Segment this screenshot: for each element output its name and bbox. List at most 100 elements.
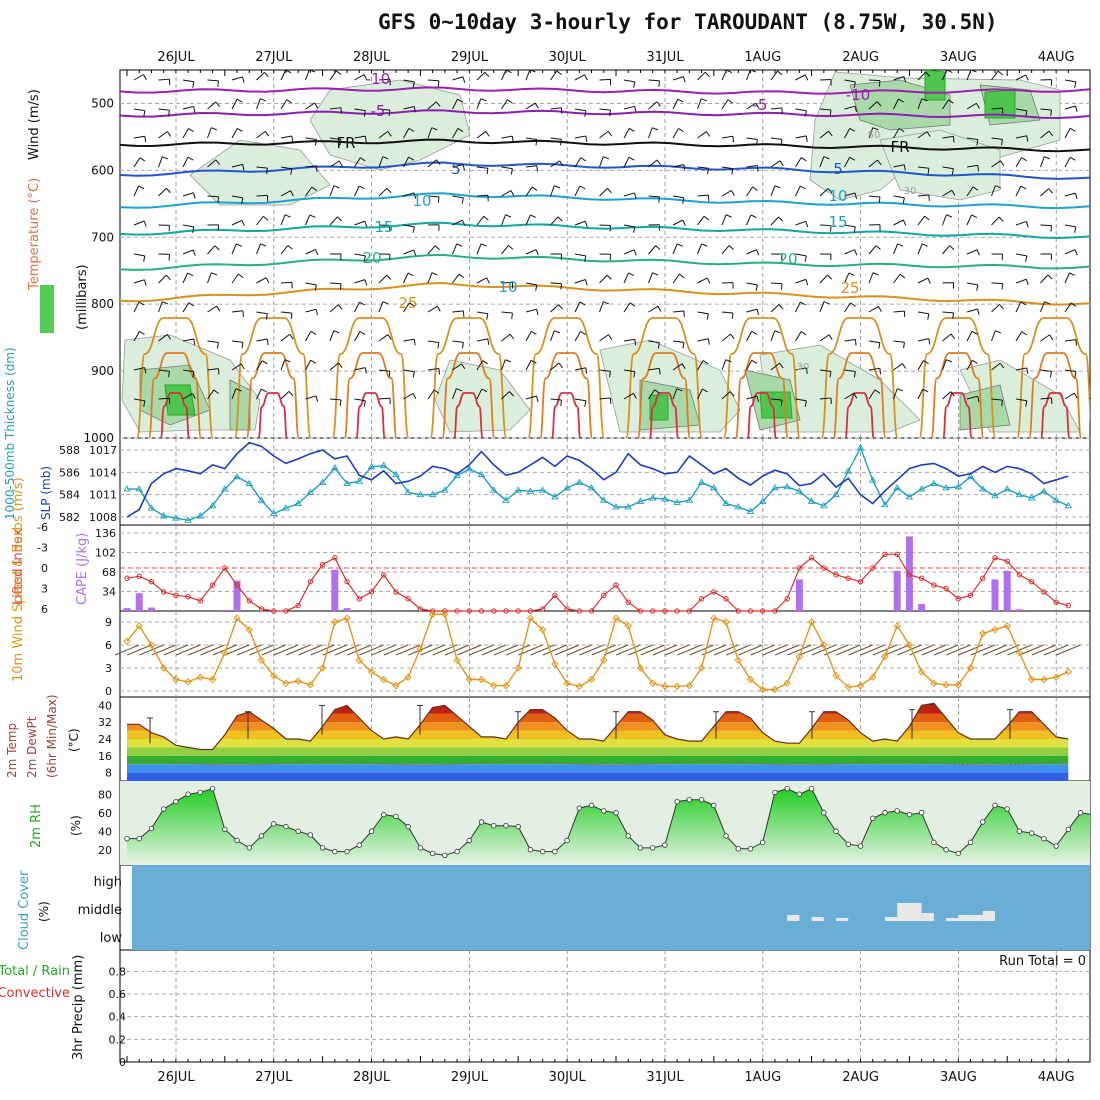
lifted-index-point [515, 608, 521, 614]
thermal-contour [257, 392, 288, 438]
wind-barb-flag [486, 313, 489, 320]
wind-barb [991, 304, 1000, 313]
wind-barb [280, 281, 293, 284]
wind-barb-flag [1001, 400, 1003, 407]
wind-barb-flag [433, 389, 440, 394]
wind-barb-flag [876, 101, 882, 107]
wind-barb-flag [192, 81, 195, 88]
wind-barb [599, 369, 611, 372]
wind-barb [868, 367, 880, 371]
wind-barb [697, 388, 703, 400]
wind-barb [231, 388, 237, 400]
thickness-point [832, 490, 840, 498]
rh-point [1065, 826, 1072, 833]
rh-point [405, 823, 411, 830]
wind-barb-flag [676, 388, 683, 392]
wind-barb [305, 165, 317, 168]
wind-barb-flag [1070, 302, 1077, 307]
wind-barb-flag [580, 331, 586, 336]
wind-barb-flag [529, 70, 536, 73]
wind-barb [1064, 249, 1076, 255]
wind-barb-flag [922, 388, 929, 393]
lifted-index-point [967, 592, 974, 599]
wind-barb [746, 70, 751, 81]
thickness-point [942, 484, 950, 491]
wind-barb-flag [143, 400, 146, 407]
wind-barb [452, 164, 464, 168]
wind-barb [991, 362, 1001, 371]
wind-barb [207, 340, 219, 343]
wind-barb [133, 301, 140, 313]
wind-barb-flag [853, 371, 856, 378]
wind-barb [574, 398, 586, 402]
lifted-index-point [833, 572, 839, 578]
wind-barb-flag [1026, 367, 1029, 374]
wind-barb [746, 308, 758, 313]
thickness-point [820, 501, 828, 509]
wind-barb [623, 192, 635, 197]
wind-barb-flag [461, 197, 464, 204]
wind-barb [697, 338, 709, 342]
wind-barb-flag [482, 360, 488, 365]
wind-barb [917, 388, 924, 400]
thermal-contour [820, 317, 899, 438]
date-label-top: 30JUL [549, 50, 587, 65]
wind-barb [476, 338, 488, 342]
rh-shaded-area-saturated [759, 391, 793, 419]
wind-barb-flag [1074, 249, 1078, 256]
date-label-top: 31JUL [646, 50, 684, 65]
wind-barb [305, 70, 310, 81]
rh-unit-label: (%) [69, 815, 83, 836]
wind-barb [1040, 369, 1052, 372]
wind-barb [1015, 398, 1027, 402]
surface-wind-barb [224, 644, 250, 656]
wind-barb [697, 71, 706, 81]
wind-barb [942, 333, 952, 342]
cloud-level-label: low [100, 931, 123, 946]
lifted-index-point [601, 592, 607, 599]
wind-barb-flag [629, 302, 636, 307]
cloud-level-label: middle [78, 903, 122, 918]
wind-barb [942, 135, 954, 139]
wind-barb-flag [701, 98, 708, 102]
precip-tick-label: 0.8 [109, 965, 127, 978]
wind-barb [329, 398, 342, 401]
wind-speed-point [600, 656, 608, 665]
wind-barb [746, 186, 754, 197]
wind-barb-flag [949, 245, 955, 250]
wind-barb-flag [705, 131, 711, 137]
rh-point [319, 845, 326, 851]
wind-barb [158, 156, 163, 168]
wind-barb [378, 187, 388, 197]
wind-barb [525, 308, 537, 313]
thickness-point [930, 479, 938, 486]
wind-barb-flag [823, 301, 830, 305]
wind-speed-point [869, 673, 877, 681]
wind-barb-flag [976, 139, 979, 146]
wind-barb [746, 331, 753, 342]
thickness-point [269, 509, 278, 517]
wind-barb-flag [804, 110, 807, 117]
lifted-index-point [222, 565, 228, 571]
thickness-point [673, 498, 681, 505]
wind-barb-flag [946, 70, 953, 74]
wind-barb [158, 187, 167, 197]
wind-barb-flag [240, 363, 245, 370]
rh-point [918, 810, 925, 816]
run-total-label: Run Total = 0 [999, 954, 1086, 969]
rh-point [992, 802, 998, 809]
rh-point [234, 837, 240, 844]
wind-barb-flag [679, 273, 685, 279]
wind-speed-point [648, 679, 657, 688]
cloud-block [982, 911, 995, 921]
wind-barb [305, 360, 312, 371]
wind-barb-flag [656, 101, 661, 107]
rh-point [185, 791, 191, 797]
wind-barb-flag [507, 99, 513, 104]
wind-barb [721, 99, 729, 110]
wind-barb-flag [286, 99, 293, 104]
wind-barb [256, 311, 268, 315]
wind-barb [966, 395, 978, 400]
wind-speed-point [233, 614, 241, 622]
wind-barb [378, 78, 391, 81]
